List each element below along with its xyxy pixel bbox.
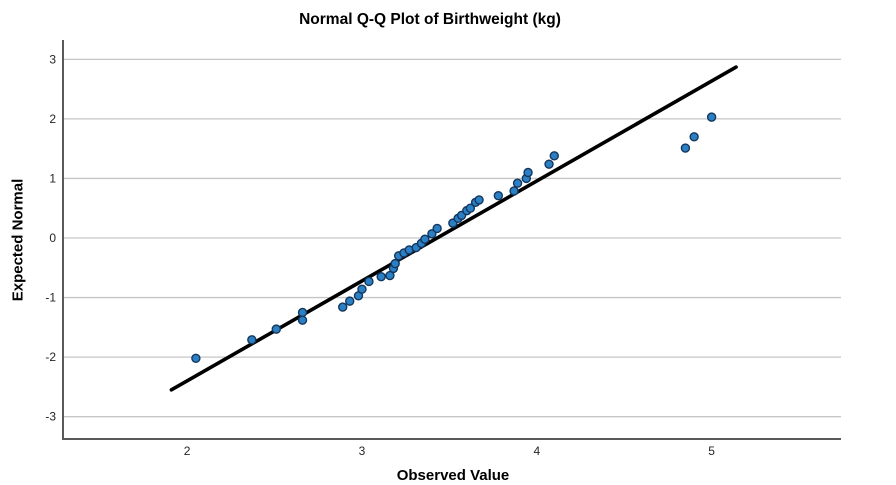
qq-point <box>549 151 559 161</box>
qq-point <box>432 223 442 234</box>
y-tick-label: 0 <box>49 231 56 245</box>
qq-point <box>420 234 430 244</box>
x-tick-label: 5 <box>708 444 715 458</box>
qq-point <box>706 112 717 122</box>
y-tick-label: 3 <box>49 52 56 66</box>
qq-point <box>493 191 504 201</box>
normal-fit-line <box>169 65 738 392</box>
qq-point <box>680 143 691 153</box>
qq-point <box>338 302 348 312</box>
qq-point <box>390 258 400 269</box>
qq-point <box>544 159 554 169</box>
qq-point <box>357 284 367 294</box>
qq-point <box>376 272 386 282</box>
y-tick-label: -3 <box>45 410 56 424</box>
qq-point <box>297 307 308 318</box>
qq-point <box>523 167 533 178</box>
x-tick-label: 2 <box>184 444 191 458</box>
qq-point <box>465 203 476 213</box>
x-tick-label: 3 <box>359 444 366 458</box>
qq-point <box>247 335 257 345</box>
qq-point <box>385 270 395 281</box>
y-tick-label: 1 <box>49 171 56 185</box>
qq-point <box>271 324 281 334</box>
qq-point <box>512 178 523 188</box>
y-tick-label: -2 <box>45 350 56 364</box>
y-tick-label: 2 <box>49 112 56 126</box>
qq-point <box>191 353 201 364</box>
chart-title: Normal Q-Q Plot of Birthweight (kg) <box>299 11 561 28</box>
qq-point <box>364 276 374 287</box>
x-tick-label: 4 <box>533 444 540 458</box>
y-tick-label: -1 <box>45 291 56 305</box>
x-axis-title: Observed Value <box>396 467 510 484</box>
qq-point <box>474 195 484 205</box>
qq-point <box>509 186 519 196</box>
qq-point <box>297 315 308 325</box>
qq-point <box>345 296 355 306</box>
qq-point <box>689 132 699 142</box>
